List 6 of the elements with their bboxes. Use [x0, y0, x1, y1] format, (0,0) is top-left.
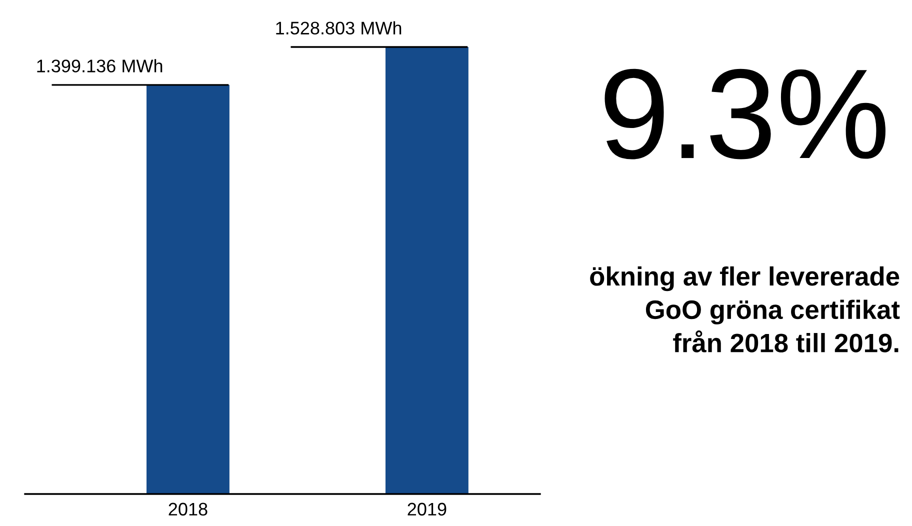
x-tick-label: 2018 [168, 502, 208, 516]
data-label: 1.528.803 MWh [276, 21, 402, 34]
text: ökning av fler levererade GoO gröna certifikat från 2018 till 2019. [590, 266, 900, 352]
text: 9.3% [604, 68, 886, 160]
data-label: 1.399.136 MWh [37, 59, 162, 72]
x-tick-label: 2019 [408, 502, 446, 516]
